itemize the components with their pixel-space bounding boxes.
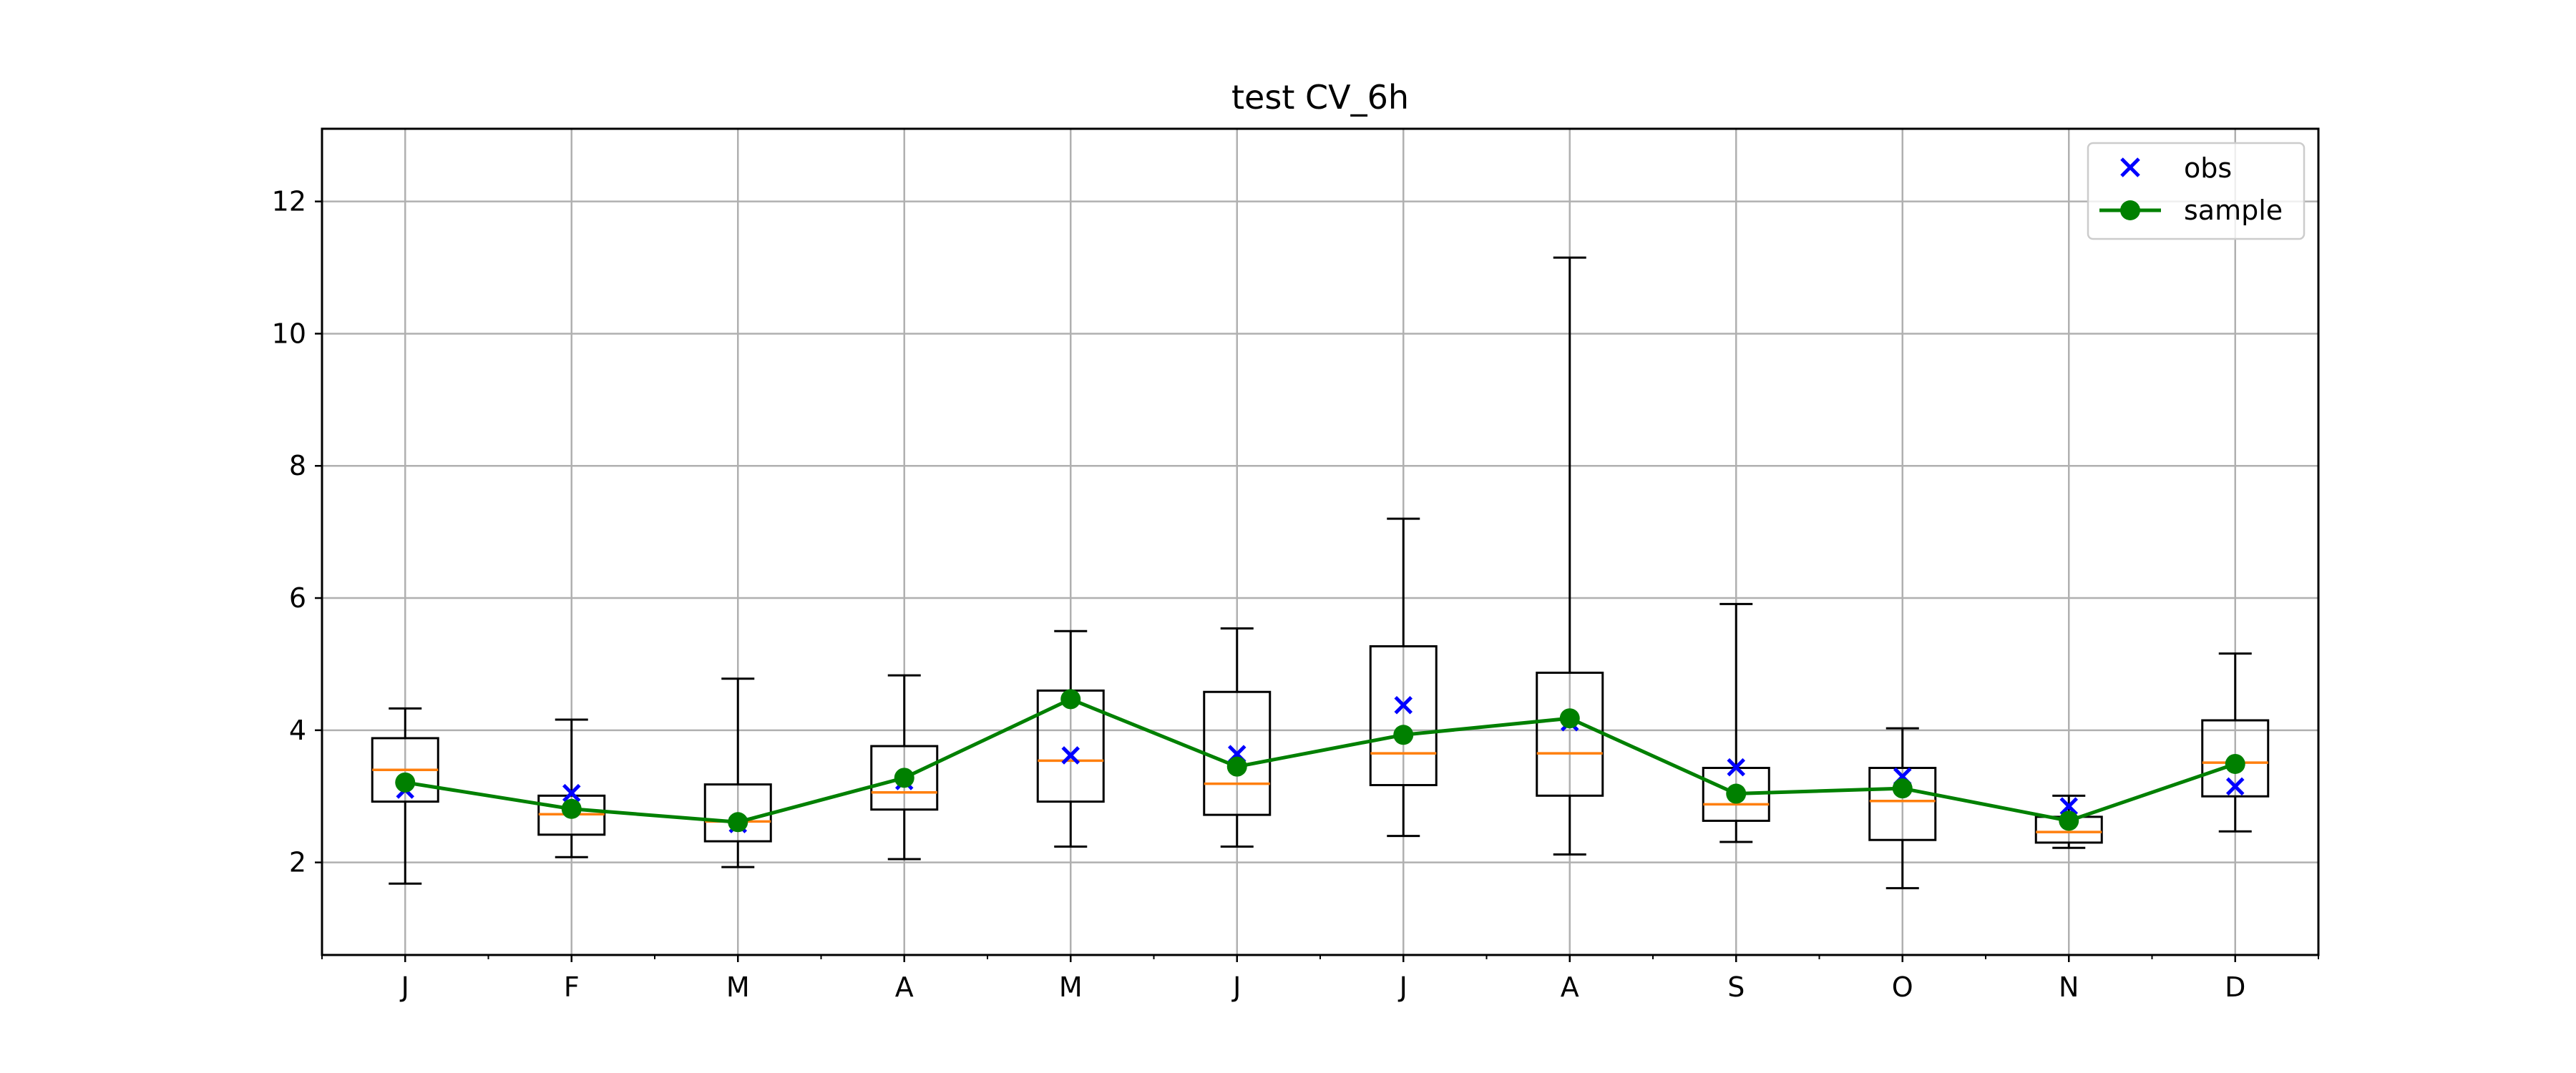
series <box>395 689 2245 833</box>
obs-point <box>2225 777 2245 796</box>
legend-obs-marker <box>2120 157 2140 177</box>
x-tick-label: F <box>564 971 580 1003</box>
y-tick-label: 2 <box>289 847 306 878</box>
boxplot-D <box>2201 652 2270 833</box>
boxplot-J <box>1369 517 1438 838</box>
obs-point <box>2059 797 2079 815</box>
x-tick-label: O <box>1892 971 1913 1003</box>
y-tick-label: 8 <box>289 450 306 481</box>
chart-title: test CV_6h <box>1231 78 1409 117</box>
boxplot-O <box>1868 727 1937 890</box>
x-tick-label: M <box>1059 971 1083 1003</box>
boxplot-J <box>371 707 439 885</box>
obs-stroke <box>1394 695 1413 715</box>
x-tick-label: N <box>2059 971 2079 1003</box>
obs-stroke <box>2225 777 2245 796</box>
boxplot-F <box>537 718 606 858</box>
boxplot-A <box>870 674 939 861</box>
x-tick-label: A <box>895 971 914 1003</box>
sample-point <box>2225 753 2245 774</box>
obs-point <box>1394 695 1413 715</box>
y-tick-label: 10 <box>272 318 306 349</box>
sample-point <box>1060 689 1081 710</box>
sample-point <box>1892 778 1913 799</box>
obs-stroke <box>2059 797 2079 815</box>
box <box>1868 767 1937 841</box>
box <box>2201 719 2270 798</box>
x-tick-label: S <box>1727 971 1745 1003</box>
x-tick-label: M <box>726 971 750 1003</box>
sample-point <box>1393 725 1414 745</box>
obs-point <box>1061 746 1080 765</box>
x-tick-label: J <box>400 971 409 1003</box>
box <box>870 745 939 811</box>
sample-point <box>395 772 416 793</box>
x-tick-label: J <box>1398 971 1407 1003</box>
y-tick-label: 4 <box>289 715 306 746</box>
obs-point <box>1727 758 1746 777</box>
sample-point <box>1726 783 1747 804</box>
sample-point <box>728 812 748 833</box>
legend-sample-label: sample <box>2184 195 2283 226</box>
x-tick-label: D <box>2225 971 2245 1003</box>
sample-point <box>1559 708 1580 729</box>
y-tick-label: 6 <box>289 582 306 614</box>
legend-sample-marker <box>2120 200 2140 220</box>
sample-point <box>2059 810 2079 831</box>
legend-obs-label: obs <box>2184 152 2232 184</box>
obs-point <box>562 783 581 803</box>
legend-frame <box>2087 142 2306 240</box>
x-tick-label: A <box>1561 971 1579 1003</box>
obs-stroke <box>562 783 581 803</box>
y-tick-label: 12 <box>272 186 306 217</box>
sample-point <box>894 768 914 788</box>
gridlines <box>322 129 2318 955</box>
boxplots <box>371 256 2270 890</box>
legend: obs sample <box>2087 142 2306 240</box>
sample-point <box>1226 756 1247 777</box>
obs-stroke <box>1061 746 1080 765</box>
plot-frame <box>321 127 2320 956</box>
box <box>1369 645 1438 787</box>
sample-point <box>561 798 582 819</box>
x-tick-label: J <box>1231 971 1241 1003</box>
axis-ticks: J F M A M J J A S O N D 2 4 6 8 10 12 <box>272 186 2319 1003</box>
sample-line <box>404 697 2236 824</box>
obs-stroke <box>1727 758 1746 777</box>
